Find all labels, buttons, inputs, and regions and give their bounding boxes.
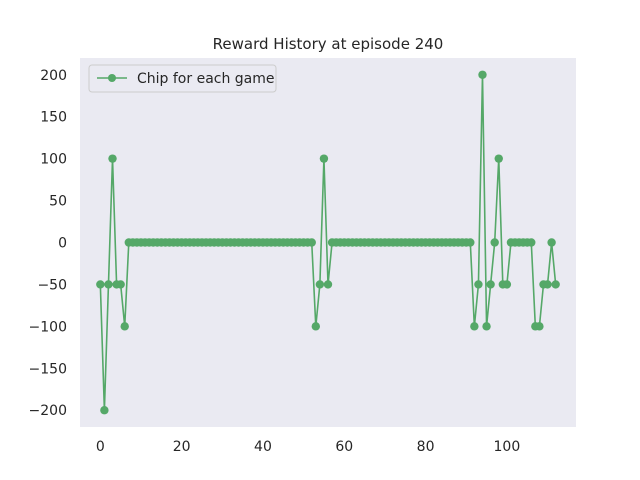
data-point <box>527 238 536 247</box>
data-point <box>104 280 113 289</box>
data-point <box>311 322 320 331</box>
data-point <box>96 280 105 289</box>
data-point <box>116 280 125 289</box>
legend: Chip for each game <box>88 64 277 93</box>
data-point <box>543 280 552 289</box>
data-point <box>502 280 512 289</box>
x-tick-label: 60 <box>335 439 353 455</box>
data-point <box>494 154 503 163</box>
data-point <box>547 238 556 247</box>
y-tick-label: 0 <box>58 236 67 252</box>
y-tick-label: 100 <box>40 152 67 168</box>
x-axis: 0 20 40 60 80 100 <box>96 439 520 455</box>
data-point <box>108 154 117 163</box>
x-tick-label: 100 <box>494 439 521 455</box>
x-tick-label: 0 <box>96 439 105 455</box>
y-tick-label: −200 <box>29 403 67 419</box>
legend-marker-swatch <box>108 74 116 82</box>
data-point <box>551 280 560 289</box>
legend-box <box>88 64 277 93</box>
y-tick-label: 50 <box>49 194 67 210</box>
y-axis: 200 150 100 50 0 −50 −100 −150 −200 <box>29 68 67 419</box>
data-point <box>490 238 499 247</box>
data-point <box>482 322 491 331</box>
data-point <box>474 280 483 289</box>
x-tick-label: 20 <box>173 439 191 455</box>
data-point <box>315 280 325 289</box>
data-point <box>319 154 329 163</box>
data-point <box>120 322 129 331</box>
data-point <box>100 406 109 415</box>
chart-title: Reward History at episode 240 <box>213 35 444 53</box>
data-point <box>535 322 544 331</box>
x-tick-label: 80 <box>417 439 435 455</box>
y-tick-label: −50 <box>37 277 67 293</box>
y-tick-label: 200 <box>40 68 67 84</box>
data-point <box>466 238 475 247</box>
data-point <box>323 280 333 289</box>
x-tick-label: 40 <box>254 439 272 455</box>
y-tick-label: 150 <box>40 110 67 126</box>
y-tick-label: −150 <box>29 361 67 377</box>
series-layer <box>96 70 560 415</box>
data-point <box>470 322 479 331</box>
data-point <box>307 238 316 247</box>
y-tick-label: −100 <box>29 319 67 335</box>
data-point <box>478 70 487 79</box>
legend-label: Chip for each game <box>137 71 275 87</box>
data-point <box>486 280 495 289</box>
